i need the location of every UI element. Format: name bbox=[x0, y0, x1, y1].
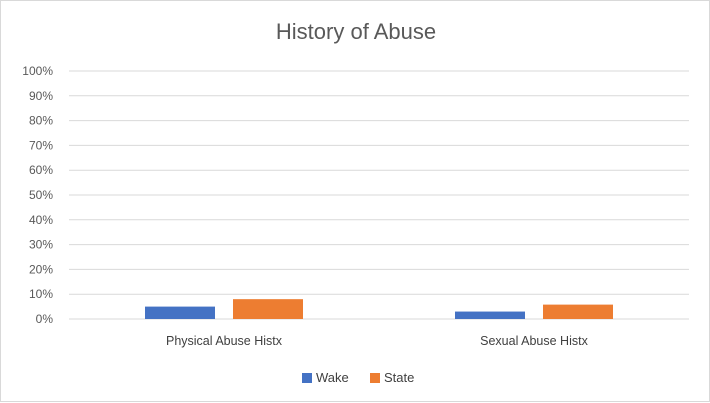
legend-swatch-state bbox=[370, 373, 380, 383]
y-tick-label: 50% bbox=[29, 188, 53, 202]
bar-wake-1 bbox=[145, 306, 215, 319]
x-category-label: Sexual Abuse Histx bbox=[480, 334, 588, 348]
y-tick-label: 40% bbox=[29, 213, 53, 227]
y-tick-label: 100% bbox=[22, 64, 53, 78]
y-tick-label: 0% bbox=[36, 312, 54, 326]
y-tick-label: 30% bbox=[29, 238, 53, 252]
chart-title: History of Abuse bbox=[276, 19, 436, 44]
legend: Wake State bbox=[302, 370, 414, 385]
legend-label-state: State bbox=[384, 370, 414, 385]
x-category-label: Physical Abuse Histx bbox=[166, 334, 283, 348]
y-tick-label: 20% bbox=[29, 262, 53, 276]
gridlines bbox=[69, 70, 689, 320]
x-axis-categories: Physical Abuse Histx Sexual Abuse Histx bbox=[166, 334, 589, 348]
legend-label-wake: Wake bbox=[316, 370, 349, 385]
bar-state-2 bbox=[543, 304, 613, 319]
y-axis-ticks: 0% 10% 20% 30% 40% 50% 60% 70% 80% 90% 100% bbox=[22, 64, 53, 326]
bar-state-1 bbox=[233, 299, 303, 319]
y-tick-label: 90% bbox=[29, 89, 53, 103]
y-tick-label: 70% bbox=[29, 138, 53, 152]
bars bbox=[145, 299, 613, 319]
legend-swatch-wake bbox=[302, 373, 312, 383]
y-tick-label: 60% bbox=[29, 163, 53, 177]
y-tick-label: 10% bbox=[29, 287, 53, 301]
y-tick-label: 80% bbox=[29, 114, 53, 128]
bar-wake-2 bbox=[455, 311, 525, 319]
